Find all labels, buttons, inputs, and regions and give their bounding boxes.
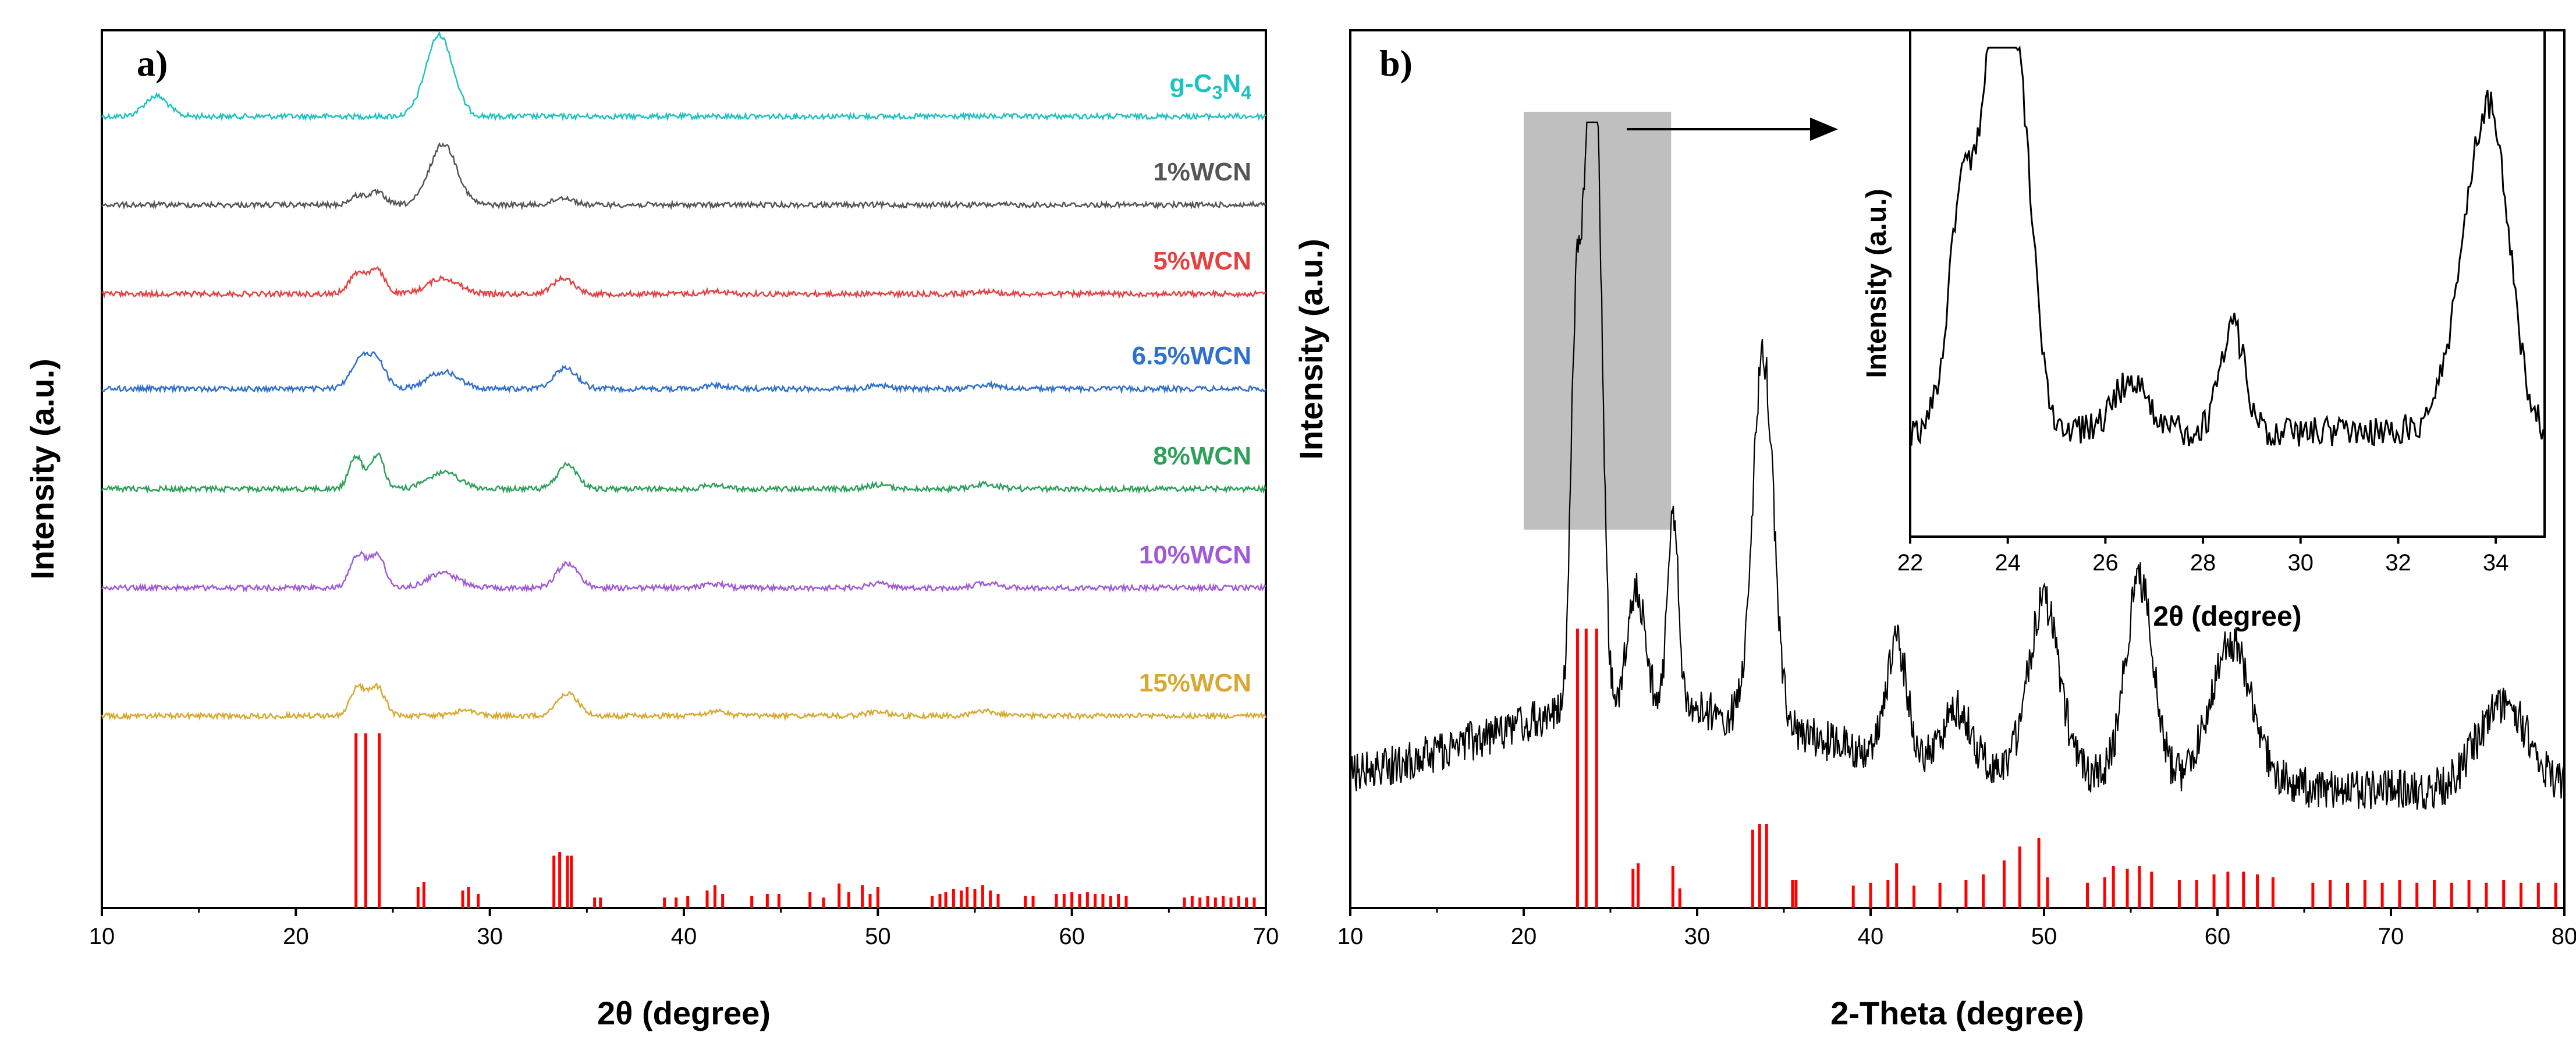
panel-b-x-ticks: 10 20 30 40 50 60 70 80 (1337, 908, 2576, 949)
panel-b-x-tick-label: 80 (2552, 924, 2576, 949)
panel-b-reference-sticks (1576, 629, 2557, 908)
panel-a-x-tick-label: 30 (477, 924, 503, 949)
panel-a-series (101, 30, 1267, 722)
inset-x-tick-label: 26 (2092, 550, 2119, 576)
inset-series (1910, 45, 2545, 447)
panel-a-x-tick-label: 50 (865, 924, 891, 949)
panel-a-series-line (101, 265, 1266, 300)
series-label-sub: 4 (1241, 82, 1251, 103)
inset-x-ticks: 22 24 26 28 30 32 34 (1897, 537, 2509, 576)
panel-b-y-axis-label: Intensity (a.u.) (1293, 239, 1329, 460)
panel-a-chart: a) g-C3N4 1%WCN 5%WCN 6.5%WCN 8%WCN 10%WCN 15%… (24, 29, 1279, 1031)
inset-x-tick-label: 28 (2190, 550, 2216, 576)
inset-x-tick-label: 24 (1995, 550, 2021, 576)
panel-a-series-label: 10%WCN (1139, 541, 1251, 569)
panel-a-label: a) (137, 42, 168, 84)
panel-a-x-tick-label: 10 (89, 924, 115, 949)
panel-a-series-label: 5%WCN (1153, 247, 1251, 275)
panel-a-series-label: g-C3N4 (1169, 69, 1251, 103)
panel-b-highlight-region (1524, 112, 1672, 530)
panel-b-x-tick-label: 30 (1684, 924, 1711, 949)
series-label-part: g-C (1169, 69, 1212, 98)
panel-b-x-tick-label: 10 (1337, 924, 1364, 949)
panel-a-x-tick-label: 40 (671, 924, 697, 949)
panel-b-x-tick-label: 60 (2205, 924, 2231, 949)
inset-x-tick-label: 22 (1897, 550, 1924, 576)
inset-x-tick-label: 34 (2483, 550, 2509, 576)
panel-a-series-label: 15%WCN (1139, 669, 1251, 697)
panel-a-series-line (101, 350, 1267, 395)
panel-a-reference-sticks (354, 733, 1256, 908)
panel-b-series (1349, 121, 2565, 810)
inset-x-axis-label: 2θ (degree) (2153, 601, 2301, 632)
panel-a-x-ticks: 10 20 30 40 50 60 70 (89, 908, 1279, 949)
panel-a-series-label: 6.5%WCN (1132, 342, 1251, 370)
inset-series-line (1910, 45, 2545, 447)
panel-a-series-line (101, 452, 1267, 495)
panel-a-x-tick-label: 70 (1253, 924, 1279, 949)
panel-b-label: b) (1379, 42, 1413, 84)
panel-a-series-line (101, 142, 1267, 211)
panel-b-x-tick-label: 20 (1511, 924, 1537, 949)
panel-a-x-axis-label: 2θ (degree) (597, 995, 771, 1031)
panel-a-series-label: 1%WCN (1153, 158, 1251, 186)
panel-b-chart: b) 10 20 30 40 50 60 70 80 2-Theta (degree) Int… (1293, 29, 2576, 1031)
series-label-sub: 3 (1212, 82, 1223, 103)
panel-b-inset: 22 24 26 28 30 32 34 2θ (degree) Intensity (a.… (1861, 29, 2546, 632)
panel-a-plot-frame (101, 29, 1267, 909)
panel-b-x-axis-label: 2-Theta (degree) (1830, 995, 2084, 1031)
panel-b-x-tick-label: 40 (1858, 924, 1884, 949)
inset-x-tick-label: 32 (2385, 550, 2411, 576)
panel-a-x-tick-label: 20 (283, 924, 309, 949)
panel-b-x-tick-label: 70 (2378, 924, 2404, 949)
inset-x-tick-label: 30 (2288, 550, 2314, 576)
inset-frame (1909, 29, 2546, 538)
series-label-part: N (1222, 69, 1241, 98)
panel-a-series-line (101, 30, 1266, 122)
panel-a-y-axis-label: Intensity (a.u.) (24, 359, 61, 580)
panel-a-series-line (101, 551, 1266, 593)
inset-y-axis-label: Intensity (a.u.) (1861, 189, 1892, 378)
panel-a-x-tick-label: 60 (1059, 924, 1085, 949)
panel-b-x-tick-label: 50 (2031, 924, 2057, 949)
panel-b-series-line (1349, 121, 2565, 810)
panel-a-series-line (101, 682, 1267, 722)
panel-a-series-label: 8%WCN (1153, 442, 1251, 470)
panel-a-series-labels: g-C3N4 1%WCN 5%WCN 6.5%WCN 8%WCN 10%WCN 15%WCN (1132, 69, 1252, 697)
